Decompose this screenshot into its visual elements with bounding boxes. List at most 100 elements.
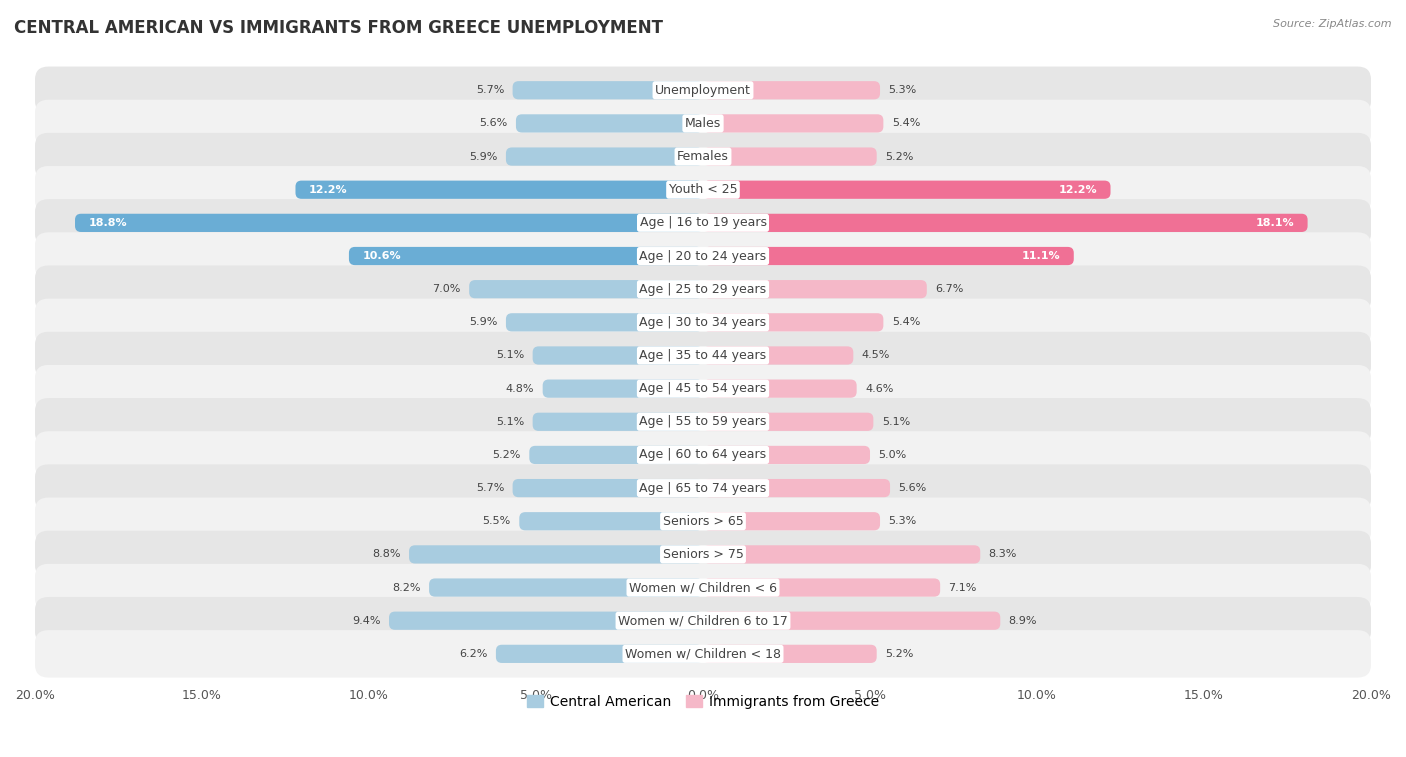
Text: Seniors > 75: Seniors > 75 bbox=[662, 548, 744, 561]
Text: 18.1%: 18.1% bbox=[1256, 218, 1295, 228]
FancyBboxPatch shape bbox=[349, 247, 703, 265]
Text: Source: ZipAtlas.com: Source: ZipAtlas.com bbox=[1274, 19, 1392, 29]
FancyBboxPatch shape bbox=[35, 431, 1371, 478]
Text: Age | 16 to 19 years: Age | 16 to 19 years bbox=[640, 217, 766, 229]
FancyBboxPatch shape bbox=[703, 81, 880, 99]
Text: 5.0%: 5.0% bbox=[879, 450, 907, 460]
Text: 5.6%: 5.6% bbox=[898, 483, 927, 493]
FancyBboxPatch shape bbox=[513, 479, 703, 497]
Text: Seniors > 65: Seniors > 65 bbox=[662, 515, 744, 528]
FancyBboxPatch shape bbox=[703, 578, 941, 597]
Text: 12.2%: 12.2% bbox=[309, 185, 347, 195]
FancyBboxPatch shape bbox=[35, 67, 1371, 114]
FancyBboxPatch shape bbox=[35, 365, 1371, 413]
Text: 7.1%: 7.1% bbox=[949, 583, 977, 593]
FancyBboxPatch shape bbox=[35, 630, 1371, 678]
FancyBboxPatch shape bbox=[703, 114, 883, 132]
Text: CENTRAL AMERICAN VS IMMIGRANTS FROM GREECE UNEMPLOYMENT: CENTRAL AMERICAN VS IMMIGRANTS FROM GREE… bbox=[14, 19, 664, 37]
Text: Age | 30 to 34 years: Age | 30 to 34 years bbox=[640, 316, 766, 329]
FancyBboxPatch shape bbox=[35, 232, 1371, 280]
Text: 5.3%: 5.3% bbox=[889, 516, 917, 526]
Text: 8.8%: 8.8% bbox=[373, 550, 401, 559]
FancyBboxPatch shape bbox=[529, 446, 703, 464]
Text: 6.2%: 6.2% bbox=[460, 649, 488, 659]
FancyBboxPatch shape bbox=[703, 213, 1308, 232]
FancyBboxPatch shape bbox=[703, 645, 877, 663]
Text: 18.8%: 18.8% bbox=[89, 218, 127, 228]
FancyBboxPatch shape bbox=[703, 479, 890, 497]
Text: 5.1%: 5.1% bbox=[496, 350, 524, 360]
FancyBboxPatch shape bbox=[543, 379, 703, 397]
FancyBboxPatch shape bbox=[35, 266, 1371, 313]
Text: 7.0%: 7.0% bbox=[433, 284, 461, 294]
Text: Age | 25 to 29 years: Age | 25 to 29 years bbox=[640, 282, 766, 296]
FancyBboxPatch shape bbox=[703, 181, 1111, 199]
FancyBboxPatch shape bbox=[295, 181, 703, 199]
Text: 5.2%: 5.2% bbox=[884, 151, 914, 161]
Text: 5.2%: 5.2% bbox=[492, 450, 522, 460]
Text: 8.9%: 8.9% bbox=[1008, 615, 1038, 626]
FancyBboxPatch shape bbox=[703, 148, 877, 166]
Text: Age | 45 to 54 years: Age | 45 to 54 years bbox=[640, 382, 766, 395]
FancyBboxPatch shape bbox=[35, 133, 1371, 180]
FancyBboxPatch shape bbox=[35, 564, 1371, 611]
Text: 4.5%: 4.5% bbox=[862, 350, 890, 360]
FancyBboxPatch shape bbox=[703, 545, 980, 563]
FancyBboxPatch shape bbox=[533, 347, 703, 365]
Text: 5.4%: 5.4% bbox=[891, 317, 920, 327]
FancyBboxPatch shape bbox=[703, 413, 873, 431]
Text: 5.9%: 5.9% bbox=[470, 317, 498, 327]
Text: 5.4%: 5.4% bbox=[891, 118, 920, 129]
FancyBboxPatch shape bbox=[516, 114, 703, 132]
Text: 5.7%: 5.7% bbox=[475, 483, 505, 493]
FancyBboxPatch shape bbox=[519, 512, 703, 531]
Text: Women w/ Children < 6: Women w/ Children < 6 bbox=[628, 581, 778, 594]
Text: 12.2%: 12.2% bbox=[1059, 185, 1097, 195]
Text: Youth < 25: Youth < 25 bbox=[669, 183, 737, 196]
FancyBboxPatch shape bbox=[35, 166, 1371, 213]
Text: Age | 65 to 74 years: Age | 65 to 74 years bbox=[640, 481, 766, 494]
Text: 11.1%: 11.1% bbox=[1022, 251, 1060, 261]
Text: 5.3%: 5.3% bbox=[889, 86, 917, 95]
Text: 8.3%: 8.3% bbox=[988, 550, 1017, 559]
FancyBboxPatch shape bbox=[409, 545, 703, 563]
FancyBboxPatch shape bbox=[703, 347, 853, 365]
Text: 5.2%: 5.2% bbox=[884, 649, 914, 659]
FancyBboxPatch shape bbox=[506, 148, 703, 166]
Text: 5.9%: 5.9% bbox=[470, 151, 498, 161]
FancyBboxPatch shape bbox=[75, 213, 703, 232]
FancyBboxPatch shape bbox=[35, 531, 1371, 578]
FancyBboxPatch shape bbox=[35, 398, 1371, 445]
FancyBboxPatch shape bbox=[703, 512, 880, 531]
Text: Age | 35 to 44 years: Age | 35 to 44 years bbox=[640, 349, 766, 362]
FancyBboxPatch shape bbox=[703, 280, 927, 298]
Text: 8.2%: 8.2% bbox=[392, 583, 420, 593]
FancyBboxPatch shape bbox=[533, 413, 703, 431]
FancyBboxPatch shape bbox=[35, 100, 1371, 147]
Text: Unemployment: Unemployment bbox=[655, 84, 751, 97]
Text: Age | 20 to 24 years: Age | 20 to 24 years bbox=[640, 250, 766, 263]
Text: Age | 55 to 59 years: Age | 55 to 59 years bbox=[640, 416, 766, 428]
FancyBboxPatch shape bbox=[35, 199, 1371, 247]
Text: Age | 60 to 64 years: Age | 60 to 64 years bbox=[640, 448, 766, 462]
FancyBboxPatch shape bbox=[703, 379, 856, 397]
Text: Women w/ Children 6 to 17: Women w/ Children 6 to 17 bbox=[619, 614, 787, 628]
Text: 5.6%: 5.6% bbox=[479, 118, 508, 129]
FancyBboxPatch shape bbox=[703, 247, 1074, 265]
FancyBboxPatch shape bbox=[35, 464, 1371, 512]
FancyBboxPatch shape bbox=[35, 497, 1371, 545]
Text: 4.8%: 4.8% bbox=[506, 384, 534, 394]
FancyBboxPatch shape bbox=[496, 645, 703, 663]
FancyBboxPatch shape bbox=[513, 81, 703, 99]
Legend: Central American, Immigrants from Greece: Central American, Immigrants from Greece bbox=[522, 689, 884, 714]
FancyBboxPatch shape bbox=[35, 298, 1371, 346]
Text: Females: Females bbox=[678, 150, 728, 163]
FancyBboxPatch shape bbox=[703, 313, 883, 332]
Text: 6.7%: 6.7% bbox=[935, 284, 963, 294]
Text: 5.1%: 5.1% bbox=[882, 417, 910, 427]
Text: 9.4%: 9.4% bbox=[352, 615, 381, 626]
FancyBboxPatch shape bbox=[470, 280, 703, 298]
FancyBboxPatch shape bbox=[389, 612, 703, 630]
FancyBboxPatch shape bbox=[35, 332, 1371, 379]
FancyBboxPatch shape bbox=[703, 446, 870, 464]
